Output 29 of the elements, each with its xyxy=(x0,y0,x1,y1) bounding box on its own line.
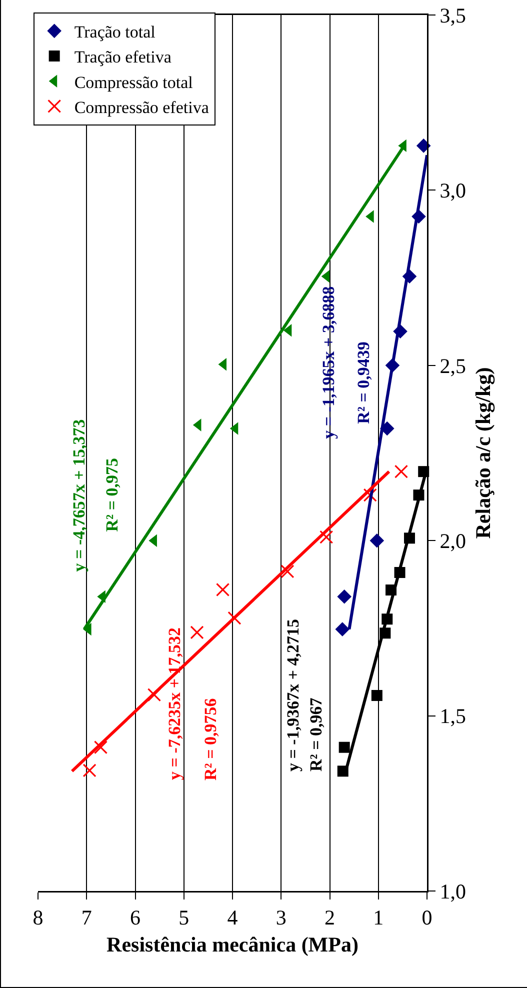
y-tick-label: 2,5 xyxy=(440,354,466,378)
annotation: R² = 0,9756 xyxy=(200,698,220,781)
legend-label: Tração total xyxy=(74,22,156,42)
x-tick-label: 6 xyxy=(130,906,140,930)
x-tick-label: 5 xyxy=(178,906,190,930)
x-tick-label: 1 xyxy=(373,906,384,930)
annotation: y = -7,6235x + 17,532 xyxy=(165,627,184,780)
y-axis-title: Relação a/c (kg/kg) xyxy=(470,367,495,539)
annotation: y = -4,7657x + 15,373 xyxy=(70,419,89,572)
legend-label: Compressão efetiva xyxy=(74,98,210,117)
legend-label: Tração efetiva xyxy=(74,48,172,67)
y-tick-label: 3,5 xyxy=(440,3,466,28)
y-tick-label: 1,5 xyxy=(440,704,466,728)
annotation: R² = 0,9439 xyxy=(354,342,374,424)
annotation: y = -1,9367x + 4,2715 xyxy=(283,618,302,772)
annotation: R² = 0,967 xyxy=(306,697,326,772)
y-tick-label: 3,0 xyxy=(440,178,466,203)
y-tick-label: 2,0 xyxy=(440,528,466,553)
x-tick-label: 2 xyxy=(324,906,335,930)
x-tick-label: 4 xyxy=(227,906,238,930)
x-axis-title: Resistência mecânica (MPa) xyxy=(106,932,358,957)
x-tick-label: 7 xyxy=(81,906,92,930)
x-tick-label: 8 xyxy=(32,906,44,930)
annotation: R² = 0,975 xyxy=(102,458,122,532)
legend-label: Compressão total xyxy=(74,72,194,92)
y-tick-label: 1,0 xyxy=(440,879,466,904)
annotation: y = -1,1965x + 3,6888 xyxy=(319,286,338,439)
x-tick-label: 3 xyxy=(276,906,286,930)
x-tick-label: 0 xyxy=(422,906,432,930)
